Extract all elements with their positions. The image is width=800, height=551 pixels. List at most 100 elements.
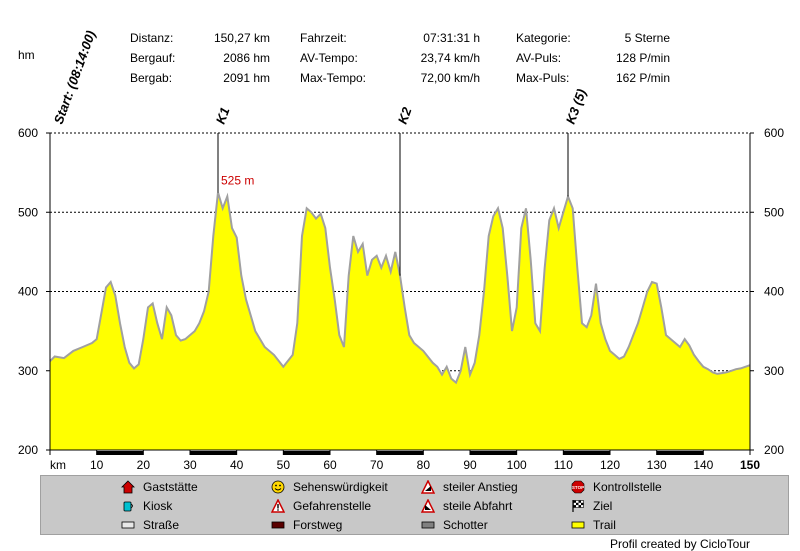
x-tick-label: 60	[323, 458, 337, 472]
legend-label: Trail	[593, 518, 616, 532]
x-tick-label: 140	[693, 458, 713, 472]
x-tick-label: 30	[183, 458, 197, 472]
stat-avg-speed-value: 23,74 km/h	[420, 51, 480, 65]
marker-label: K1	[213, 105, 233, 126]
elevation-fill	[50, 192, 750, 450]
svg-text:STOP: STOP	[572, 485, 584, 490]
legend-item-sehenswuerdigkeit: Sehenswürdigkeit	[271, 478, 388, 496]
surface-segment	[376, 451, 424, 455]
legend-label: Sehenswürdigkeit	[293, 480, 388, 494]
stat-distance-label: Distanz:	[130, 31, 174, 45]
stat-max-speed-label: Max-Tempo:	[300, 71, 367, 85]
y-tick-label: 300	[18, 364, 38, 378]
smiley-icon	[271, 480, 285, 494]
stat-ridetime-label: Fahrzeit:	[300, 31, 347, 45]
surface-segments	[96, 451, 704, 455]
legend-label: steile Abfahrt	[443, 499, 513, 513]
stat-category-label: Kategorie:	[516, 31, 571, 45]
credit-text: Profil created by CicloTour	[609, 537, 750, 551]
x-tick-label: 130	[647, 458, 667, 472]
legend: Gaststätte Sehenswürdigkeit steiler Anst…	[40, 475, 789, 535]
legend-label: Ziel	[593, 499, 613, 513]
legend-item-schotter: Schotter	[421, 516, 488, 534]
stat-climb-label: Bergauf:	[130, 51, 176, 65]
x-tick-label: 110	[554, 458, 573, 472]
y-tick-label: 600	[18, 126, 38, 140]
stat-distance-value: 150,27 km	[213, 31, 270, 45]
stat-avg-pulse-value: 128 P/min	[615, 51, 670, 65]
x-tick-label: 100	[507, 458, 527, 472]
y-tick-label-right: 300	[764, 364, 784, 378]
stat-climb-value: 2086 hm	[223, 51, 270, 65]
surface-segment	[656, 451, 704, 455]
stat-avg-speed-label: AV-Tempo:	[300, 51, 358, 65]
steep-descent-icon	[420, 498, 436, 513]
y-tick-label: 400	[18, 285, 38, 299]
warning-icon	[270, 498, 286, 513]
surface-segment	[283, 451, 330, 455]
legend-item-steiler-anstieg: steiler Anstieg	[420, 478, 518, 496]
x-tick-label: 20	[137, 458, 151, 472]
x-tick-label: 40	[230, 458, 244, 472]
x-tick-label: 90	[463, 458, 477, 472]
elevation-profile-chart: Start: (08:14:00) K1 K2 K3 (5) 525 m 200 200 3…	[18, 29, 784, 472]
legend-item-gaststaette: Gaststätte	[121, 478, 198, 496]
trail-swatch-icon	[571, 518, 585, 532]
surface-segment	[190, 451, 237, 455]
stat-descent-label: Bergab:	[130, 71, 173, 85]
surface-segment	[96, 451, 144, 455]
road-swatch-icon	[121, 518, 135, 532]
unit-label-top: hm	[18, 48, 35, 62]
forest-road-swatch-icon	[271, 518, 285, 532]
stat-max-speed-value: 72,00 km/h	[420, 71, 480, 85]
marker-label: Start: (08:14:00)	[51, 29, 99, 126]
stat-ridetime-value: 07:31:31 h	[423, 31, 480, 45]
legend-item-forstweg: Forstweg	[271, 516, 342, 534]
stat-category-value: 5 Sterne	[624, 31, 670, 45]
x-axis-label: km	[50, 458, 66, 472]
y-tick-label-right: 600	[764, 126, 784, 140]
stat-max-pulse-value: 162 P/min	[615, 71, 670, 85]
legend-label: steiler Anstieg	[443, 480, 518, 494]
steep-climb-icon	[420, 479, 436, 494]
y-tick-label-right: 400	[764, 285, 784, 299]
elevation-outline	[49, 192, 751, 385]
legend-label: Schotter	[443, 518, 488, 532]
legend-item-trail: Trail	[571, 516, 616, 534]
y-tick-label-right: 500	[764, 205, 784, 219]
legend-label: Gaststätte	[143, 480, 198, 494]
x-tick-label: 150	[740, 458, 760, 472]
x-tick-label: 50	[277, 458, 291, 472]
legend-label: Straße	[143, 518, 180, 532]
legend-item-kontrollstelle: STOP Kontrollstelle	[571, 478, 662, 496]
legend-item-strasse: Straße	[121, 516, 179, 534]
y-tick-label: 500	[18, 205, 38, 219]
legend-label: Gefahrenstelle	[293, 499, 372, 513]
surface-segment	[470, 451, 517, 455]
stat-avg-pulse-label: AV-Puls:	[516, 51, 562, 65]
kiosk-cup-icon	[121, 499, 135, 513]
legend-item-gefahrenstelle: Gefahrenstelle	[270, 497, 372, 515]
x-tick-label: 10	[90, 458, 104, 472]
x-tick-label: 70	[370, 458, 384, 472]
stop-sign-icon: STOP	[571, 480, 585, 494]
legend-item-steile-abfahrt: steile Abfahrt	[420, 497, 513, 515]
legend-label: Forstweg	[293, 518, 343, 532]
x-tick-label: 120	[600, 458, 620, 472]
legend-item-kiosk: Kiosk	[121, 497, 172, 515]
elevation-area	[49, 192, 751, 450]
legend-item-ziel: Ziel	[571, 497, 612, 515]
tick-labels: 200 200 300 300 400 400 500 500 600 600 km 10 20 30 40…	[18, 126, 784, 472]
checkered-flag-icon	[571, 499, 585, 513]
max-elevation-label: 525 m	[221, 173, 254, 187]
gravel-swatch-icon	[421, 518, 435, 532]
y-tick-label-right: 200	[764, 443, 784, 457]
house-icon	[121, 480, 135, 494]
legend-label: Kontrollstelle	[593, 480, 662, 494]
marker-label: K2	[395, 105, 415, 126]
y-tick-label: 200	[18, 443, 38, 457]
marker-label: K3 (5)	[563, 87, 589, 126]
surface-segment	[563, 451, 610, 455]
x-tick-label: 80	[417, 458, 431, 472]
stat-descent-value: 2091 hm	[223, 71, 270, 85]
